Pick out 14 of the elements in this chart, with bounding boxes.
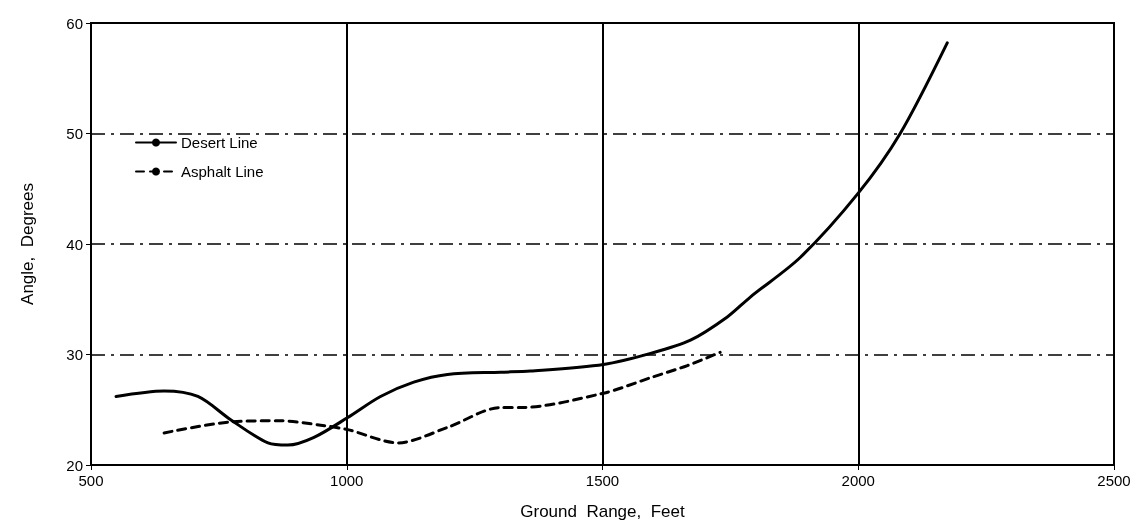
y-tick-label: 40 [66,235,83,253]
x-axis-title: Ground Range, Feet [520,502,685,521]
x-tick-label: 2000 [841,472,875,489]
legend-label: Desert Line [181,134,258,151]
y-tick-label: 30 [66,346,83,363]
y-tick-label: 50 [66,125,83,142]
y-tick-label: 60 [66,14,83,32]
y-axis-title: Angle, Degrees [18,183,37,305]
x-tick-label: 500 [78,472,104,489]
y-tick-label: 20 [66,456,83,474]
x-tick-label: 1000 [330,472,364,489]
x-tick-label: 1500 [585,472,620,489]
legend-label: Asphalt Line [181,163,264,180]
x-tick-label: 2500 [1097,472,1131,489]
